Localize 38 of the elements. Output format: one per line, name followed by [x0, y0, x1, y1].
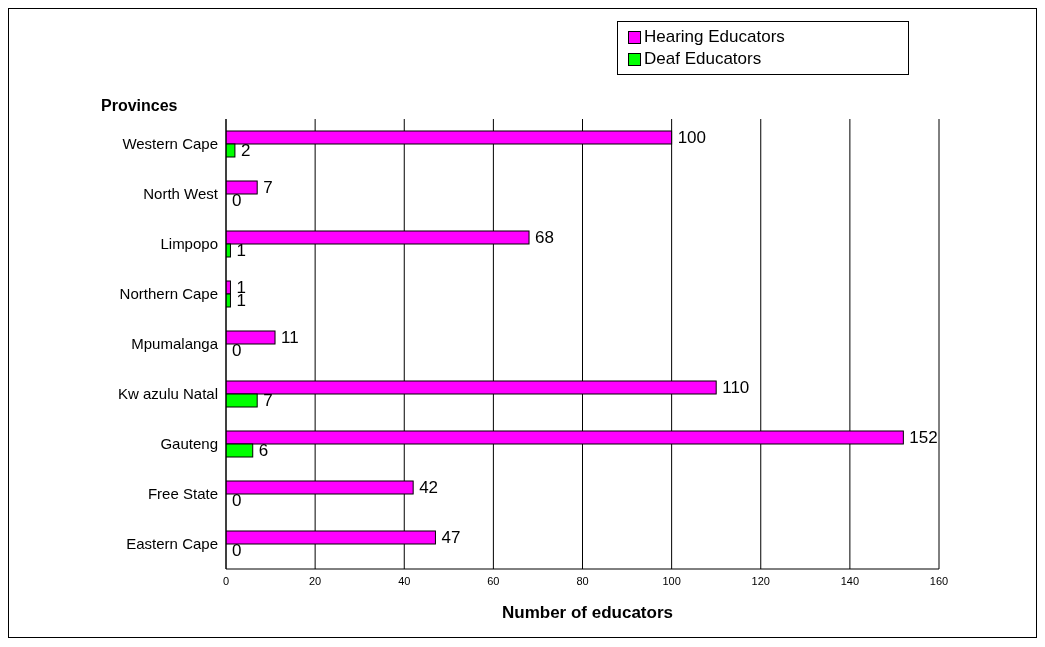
- x-axis-title: Number of educators: [501, 603, 674, 623]
- data-label: 68: [535, 228, 554, 247]
- data-label: 11: [281, 328, 299, 347]
- data-label: 152: [909, 428, 938, 447]
- y-tick-label: Eastern Cape: [126, 535, 218, 553]
- data-label: 7: [263, 178, 273, 197]
- data-label: 100: [677, 128, 706, 147]
- y-tick-label: Mpumalanga: [131, 335, 219, 353]
- y-tick-label: Free State: [147, 485, 218, 503]
- data-label: 6: [258, 441, 269, 460]
- x-tick-label: 20: [309, 574, 322, 587]
- data-label: 0: [232, 541, 242, 560]
- y-axis-title: Provinces: [101, 97, 178, 115]
- legend-label: Deaf Educators: [644, 48, 762, 70]
- x-tick-label: 160: [929, 574, 949, 587]
- data-label: 1: [236, 241, 246, 260]
- y-tick-label: Northern Cape: [119, 285, 218, 303]
- x-tick-label: 140: [840, 574, 860, 587]
- y-tick-label: Limpopo: [160, 235, 218, 253]
- y-tick-label: Gauteng: [160, 435, 218, 453]
- x-tick-label: 0: [222, 574, 230, 587]
- x-tick-label: 60: [487, 574, 500, 587]
- x-tick-label: 120: [751, 574, 770, 587]
- legend-label: Hearing Educators: [644, 26, 785, 48]
- data-label: 0: [232, 341, 242, 360]
- data-label: 0: [232, 491, 242, 510]
- data-label: 110: [722, 378, 750, 397]
- data-label: 2: [240, 141, 251, 160]
- x-tick-label: 100: [662, 574, 681, 587]
- y-tick-label: Western Cape: [122, 135, 218, 153]
- data-label: 42: [419, 478, 439, 497]
- data-label: 0: [232, 191, 242, 210]
- x-tick-label: 40: [398, 574, 411, 587]
- data-label: 7: [263, 391, 273, 410]
- y-tick-label: North West: [143, 185, 219, 203]
- data-label: 47: [441, 528, 461, 547]
- y-tick-label: Kw azulu Natal: [117, 385, 218, 403]
- x-tick-label: 80: [576, 574, 589, 587]
